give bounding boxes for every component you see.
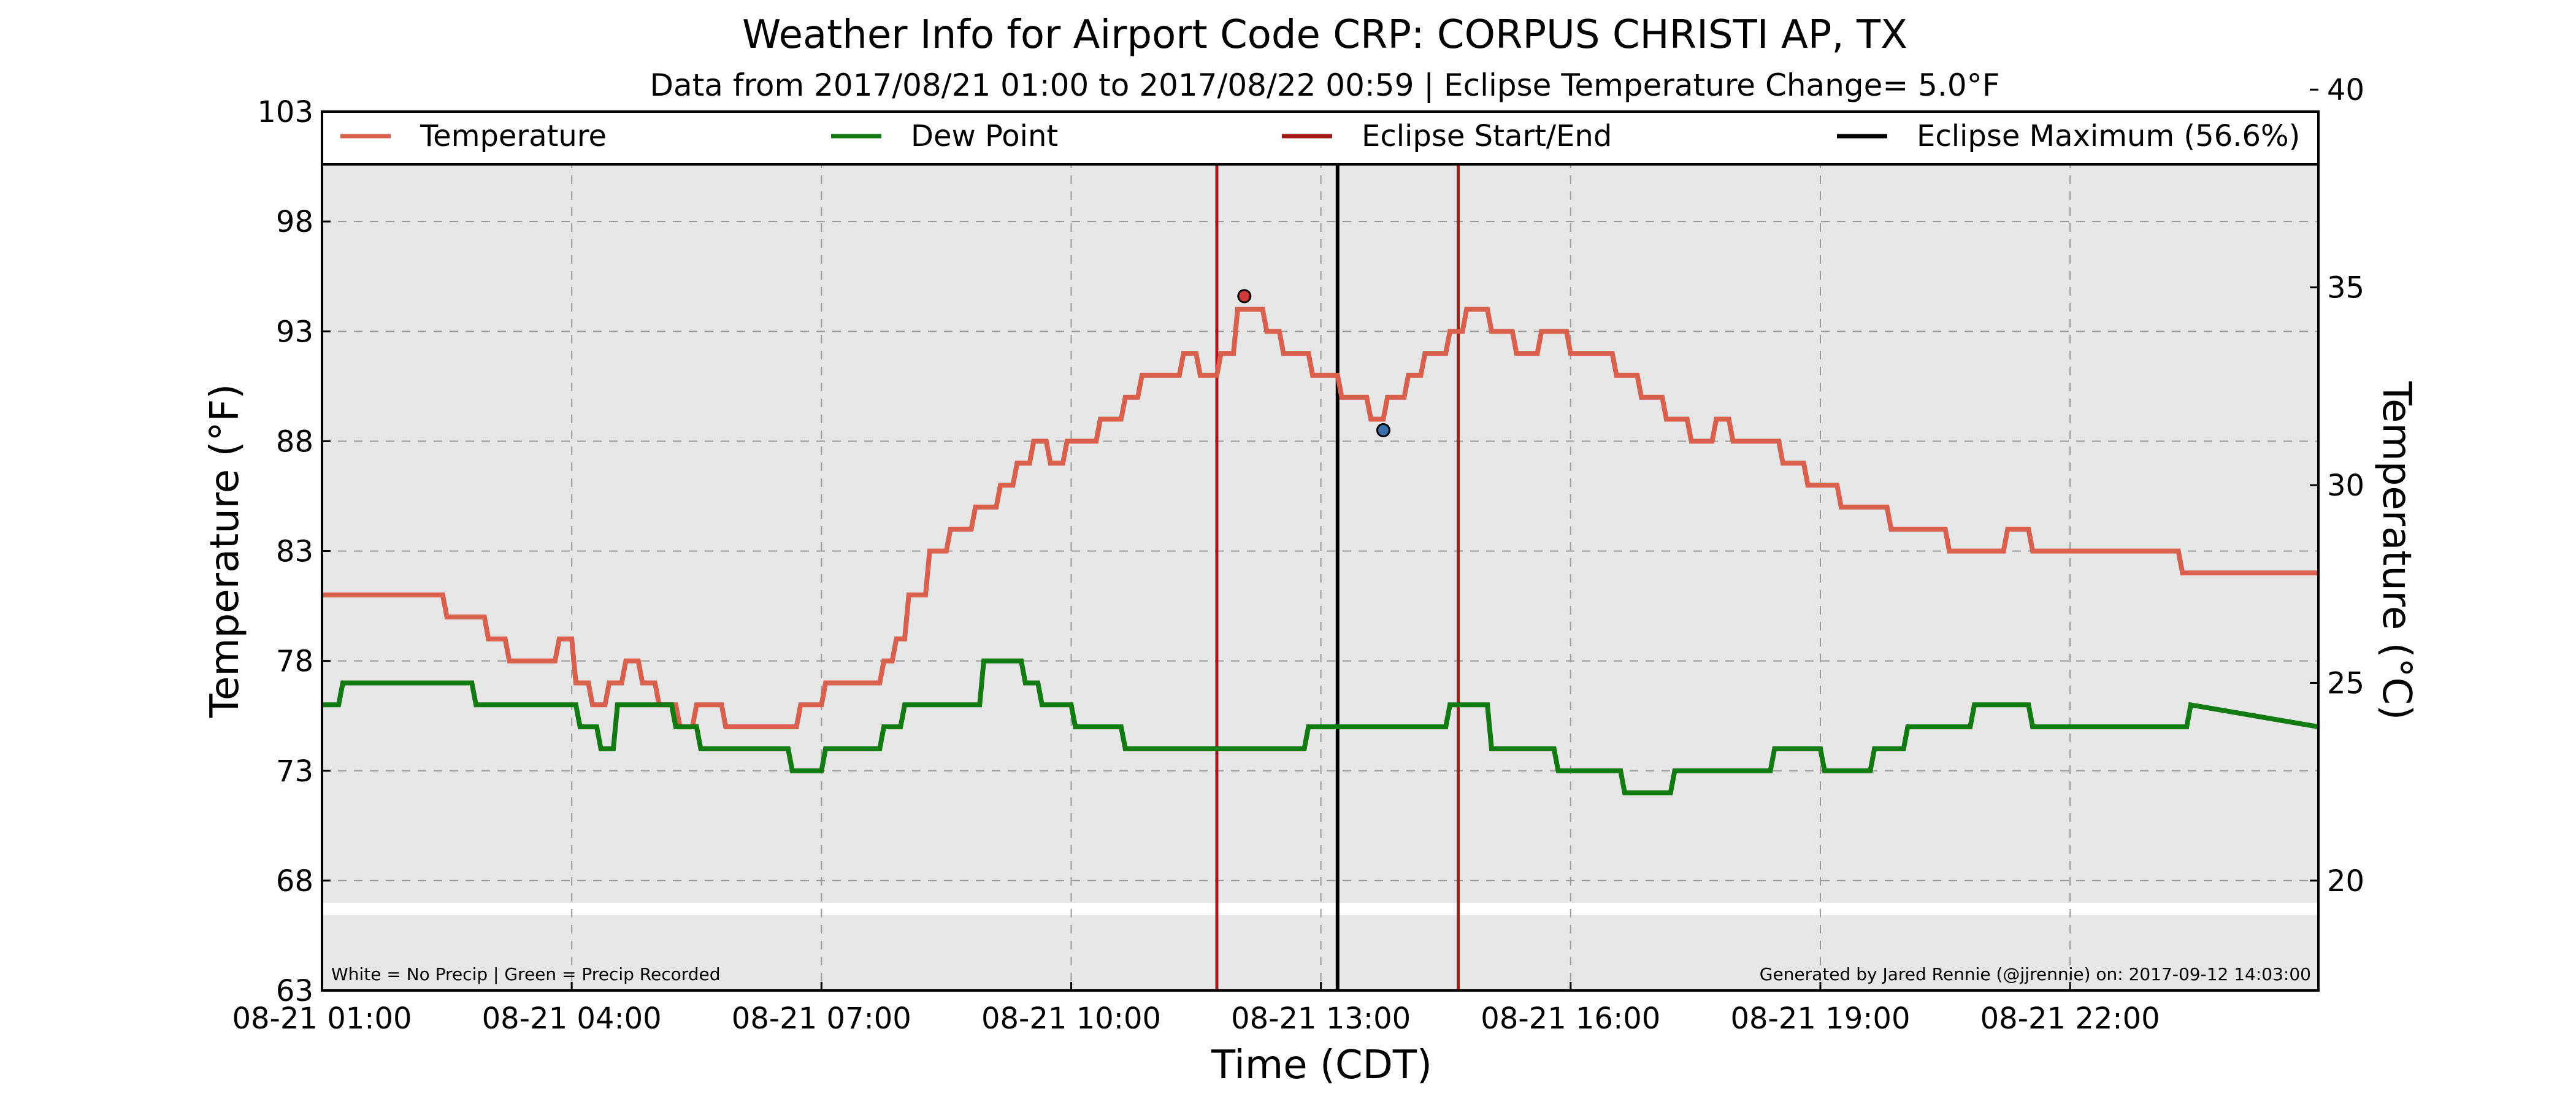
x-tick-label: 08-21 22:00 bbox=[1980, 1002, 2160, 1036]
y-axis-label-left: Temperature (°F) bbox=[202, 384, 248, 719]
credit-note: Generated by Jared Rennie (@jjrennie) on… bbox=[1760, 964, 2311, 984]
series-lines bbox=[322, 307, 2319, 795]
y-tick-label-left: 63 bbox=[276, 974, 313, 1008]
legend-label: Eclipse Start/End bbox=[1362, 119, 1612, 153]
eclipse-lines bbox=[1215, 112, 1460, 990]
y-tick-label-left: 88 bbox=[276, 424, 313, 459]
precip-note: White = No Precip | Green = Precip Recor… bbox=[331, 964, 721, 984]
y-tick-label-right: 20 bbox=[2327, 864, 2364, 898]
x-tick-label: 08-21 19:00 bbox=[1730, 1002, 1910, 1036]
peak-marker bbox=[1237, 289, 1252, 304]
y-tick-label-left: 93 bbox=[276, 315, 313, 349]
y-tick-label-left: 98 bbox=[276, 205, 313, 239]
y-tick-label-right: 25 bbox=[2327, 666, 2364, 700]
dew-point-line bbox=[322, 658, 2319, 795]
chart-subtitle: Data from 2017/08/21 01:00 to 2017/08/22… bbox=[650, 67, 2000, 103]
x-tick-label: 08-21 04:00 bbox=[482, 1002, 662, 1036]
chart-title: Weather Info for Airport Code CRP: CORPU… bbox=[742, 12, 1907, 58]
y-tick-label-left: 68 bbox=[276, 864, 313, 898]
legend: Temperature Dew Point Eclipse Start/End Ecl… bbox=[340, 119, 2300, 153]
y-tick-label-right: 35 bbox=[2327, 271, 2364, 305]
markers bbox=[1237, 289, 1390, 437]
y-tick-label-left: 78 bbox=[276, 645, 313, 679]
y-axis-label-right: Temperature (°C) bbox=[2374, 381, 2419, 720]
axis-ticks: 08-21 01:00 08-21 04:00 08-21 07:00 08-21 1… bbox=[232, 73, 2364, 1036]
precip-band bbox=[322, 903, 2318, 915]
x-tick-label: 08-21 16:00 bbox=[1481, 1002, 1660, 1036]
y-tick-label-left: 83 bbox=[276, 535, 313, 569]
legend-label: Dew Point bbox=[911, 119, 1058, 153]
x-tick-label: 08-21 13:00 bbox=[1231, 1002, 1411, 1036]
x-tick-label: 08-21 10:00 bbox=[981, 1002, 1161, 1036]
y-tick-label-right: 40 bbox=[2327, 73, 2364, 107]
y-tick-label-right: 30 bbox=[2327, 469, 2364, 503]
y-tick-label-left: 73 bbox=[276, 754, 313, 789]
x-tick-label: 08-21 07:00 bbox=[732, 1002, 911, 1036]
min-marker bbox=[1376, 423, 1390, 437]
x-axis-label: Time (CDT) bbox=[1211, 1043, 1432, 1088]
y-tick-label-left: 103 bbox=[257, 95, 313, 129]
legend-label: Eclipse Maximum (56.6%) bbox=[1917, 119, 2300, 153]
x-tick-label: 08-21 01:00 bbox=[232, 1002, 412, 1036]
legend-label: Temperature bbox=[420, 119, 607, 153]
